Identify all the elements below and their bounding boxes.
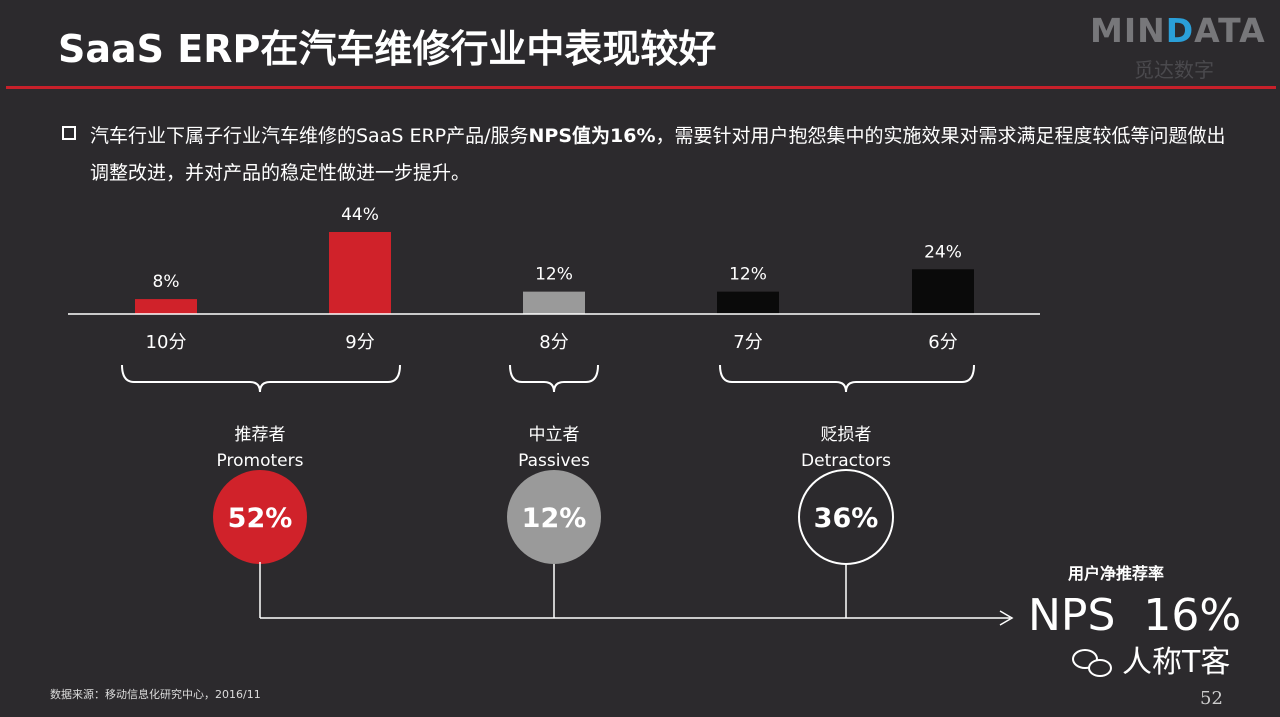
group-circle — [507, 470, 601, 564]
bar-3 — [717, 291, 779, 314]
wechat-icon — [1072, 647, 1116, 679]
bar-0 — [135, 299, 197, 314]
nps-connector — [259, 562, 1014, 626]
nps-label: 用户净推荐率 — [1068, 564, 1165, 583]
nps-value: NPS 16% — [1028, 590, 1242, 641]
group-percent: 12% — [522, 503, 587, 534]
mindata-logo: MINDATA 觅达数字 — [1090, 11, 1266, 82]
bar-1 — [329, 232, 391, 314]
source-note: 数据来源：移动信息化研究中心，2016/11 — [50, 688, 261, 701]
bullet-text-post: ，需要针对用户抱怨集中的实施效果对需求满足程度较低等问题做出调整改进，并对产品的… — [90, 125, 1226, 184]
bullet-text: 汽车行业下属子行业汽车维修的SaaS ERP产品/服务NPS值为16%，需要针对… — [90, 118, 1230, 192]
bar-value-label: 44% — [341, 205, 379, 225]
group-braces — [121, 364, 975, 393]
category-label: 9分 — [345, 332, 374, 353]
watermark-text: 人称T客 — [1122, 645, 1231, 680]
group-label-en: Promoters — [217, 451, 304, 471]
group-label-cn: 推荐者 — [235, 425, 286, 445]
bullet-text-pre: 汽车行业下属子行业汽车维修的SaaS ERP产品/服务 — [90, 125, 529, 147]
page-number: 52 — [1200, 688, 1223, 709]
bullet-square-icon — [62, 126, 76, 140]
group-label-cn: 贬损者 — [821, 425, 872, 445]
group-percent: 36% — [814, 503, 879, 534]
group-label-en: Detractors — [801, 451, 891, 471]
bar-value-label: 8% — [153, 272, 180, 292]
group-circle — [213, 470, 307, 564]
title-divider — [6, 86, 1276, 89]
bar-value-label: 12% — [535, 265, 573, 285]
bar-4 — [912, 269, 974, 314]
category-label: 7分 — [733, 332, 762, 353]
bar-value-label: 24% — [924, 242, 962, 262]
watermark: 人称T客 — [1072, 645, 1230, 681]
bar-2 — [523, 291, 585, 314]
group-label-cn: 中立者 — [529, 425, 580, 445]
group-percent: 52% — [228, 503, 293, 534]
category-label: 8分 — [539, 332, 568, 353]
bar-value-label: 12% — [729, 265, 767, 285]
bullet-text-bold: NPS值为16% — [528, 125, 656, 147]
slide-title: SaaS ERP在汽车维修行业中表现较好 — [58, 27, 717, 71]
category-label: 10分 — [146, 332, 187, 353]
group-label-en: Passives — [518, 451, 590, 471]
category-label: 6分 — [928, 332, 957, 353]
